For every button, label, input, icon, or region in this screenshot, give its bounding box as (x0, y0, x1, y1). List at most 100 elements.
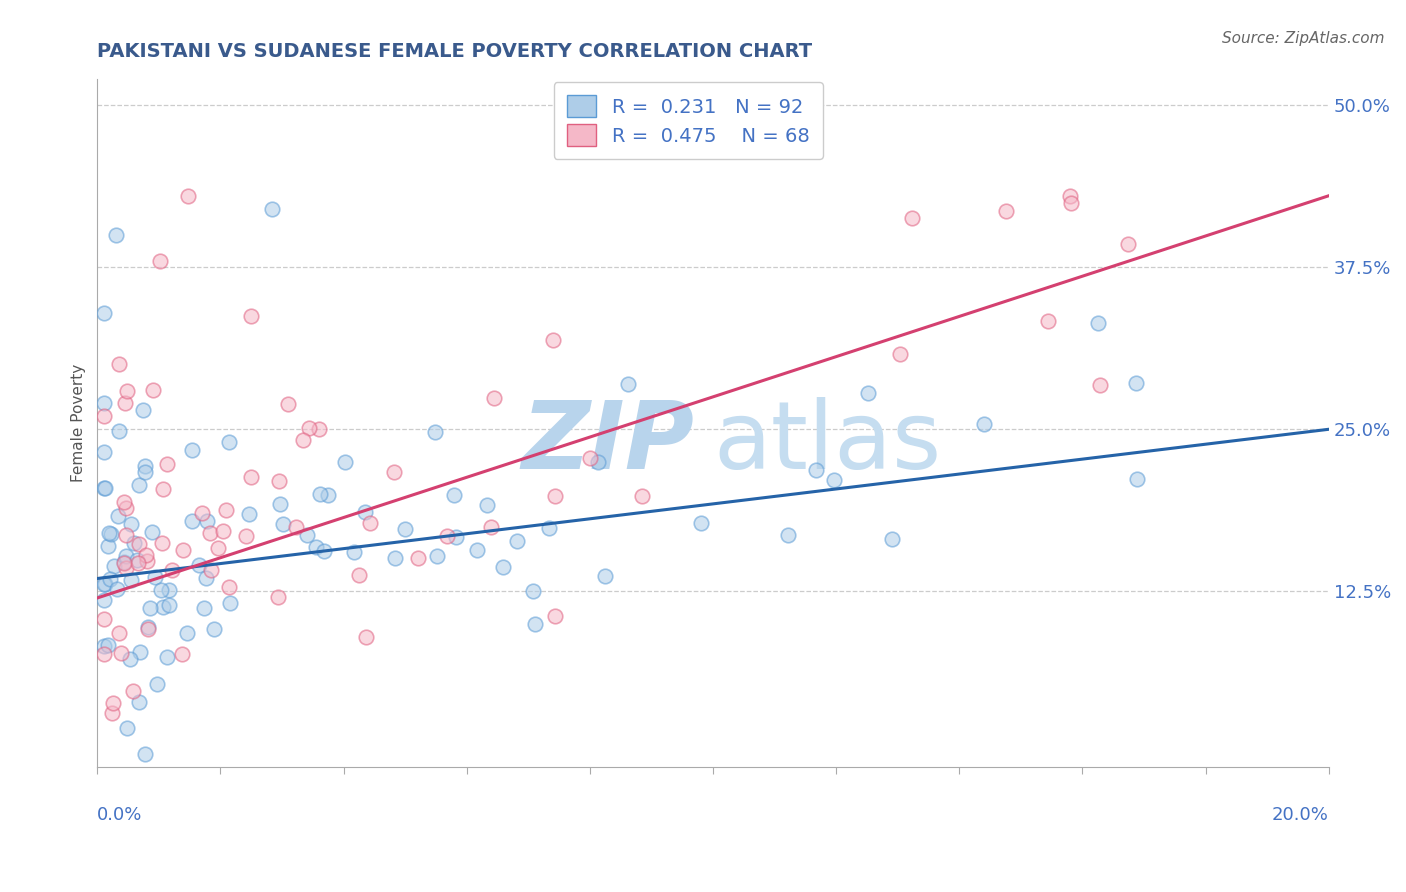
Point (120, 517, 142, 532)
Point (129, 645, 152, 659)
Point (150, 583, 173, 598)
Point (172, 543, 194, 558)
Point (93, 395, 115, 409)
Point (436, 529, 458, 543)
Point (114, 528, 136, 542)
Point (124, 536, 146, 550)
Point (107, 626, 129, 640)
Point (477, 498, 499, 512)
Point (523, 616, 546, 631)
Point (132, 403, 155, 417)
Point (856, 385, 879, 400)
Point (136, 622, 159, 636)
Point (823, 473, 845, 487)
Point (93, 592, 115, 607)
Point (191, 506, 214, 520)
Point (316, 488, 339, 502)
Point (443, 488, 465, 502)
Point (100, 572, 122, 586)
Point (1038, 314, 1060, 328)
Point (107, 582, 129, 597)
Point (218, 596, 240, 610)
Point (973, 417, 995, 432)
Point (115, 721, 138, 735)
Point (108, 424, 131, 438)
Point (194, 571, 217, 585)
Point (492, 559, 515, 574)
Point (135, 548, 157, 562)
Point (128, 536, 150, 550)
Point (444, 530, 467, 544)
Point (93, 481, 115, 495)
Text: PAKISTANI VS SUDANESE FEMALE POVERTY CORRELATION CHART: PAKISTANI VS SUDANESE FEMALE POVERTY COR… (97, 42, 813, 61)
Text: Source: ZipAtlas.com: Source: ZipAtlas.com (1222, 31, 1385, 46)
Point (538, 521, 561, 535)
Point (218, 580, 240, 594)
Point (347, 568, 370, 582)
Point (93, 576, 115, 591)
Point (778, 528, 800, 542)
Point (271, 517, 294, 532)
Point (277, 397, 299, 411)
Point (160, 563, 183, 577)
Point (889, 347, 911, 361)
Point (122, 684, 145, 698)
Point (295, 528, 318, 542)
Point (202, 622, 225, 636)
Point (97, 638, 120, 652)
Point (152, 600, 174, 615)
Point (100, 706, 122, 721)
Point (156, 650, 179, 665)
Point (98, 526, 121, 541)
Point (1126, 472, 1149, 486)
Point (406, 550, 429, 565)
Point (149, 253, 172, 268)
Point (305, 541, 328, 555)
Point (1059, 188, 1081, 202)
Point (128, 695, 150, 709)
Point (134, 458, 156, 473)
Point (595, 569, 617, 583)
Point (1087, 317, 1109, 331)
Point (284, 520, 307, 534)
Point (128, 478, 150, 492)
Point (586, 454, 609, 468)
Point (195, 515, 218, 529)
Point (93, 409, 115, 423)
Point (384, 551, 406, 566)
Text: 20.0%: 20.0% (1272, 805, 1329, 823)
Point (200, 564, 222, 578)
Point (112, 495, 135, 509)
Point (1088, 378, 1111, 392)
Point (127, 556, 149, 570)
Point (260, 202, 283, 216)
Point (292, 433, 315, 447)
Point (139, 601, 162, 615)
Point (298, 421, 321, 435)
Point (152, 482, 174, 496)
Point (267, 591, 290, 605)
Y-axis label: Female Poverty: Female Poverty (72, 364, 86, 482)
Point (97, 539, 120, 553)
Point (631, 489, 654, 503)
Point (114, 549, 136, 563)
Point (465, 542, 488, 557)
Point (170, 647, 193, 661)
Point (103, 559, 125, 574)
Point (143, 570, 166, 584)
Point (541, 333, 564, 347)
Point (136, 554, 159, 568)
Point (267, 475, 290, 489)
Point (689, 516, 711, 531)
Point (312, 544, 335, 558)
Point (156, 457, 179, 471)
Point (101, 696, 124, 710)
Point (522, 584, 544, 599)
Point (354, 630, 377, 644)
Point (804, 463, 827, 477)
Point (112, 555, 135, 569)
Point (579, 450, 602, 465)
Point (115, 561, 138, 575)
Point (112, 556, 135, 570)
Point (235, 528, 257, 542)
